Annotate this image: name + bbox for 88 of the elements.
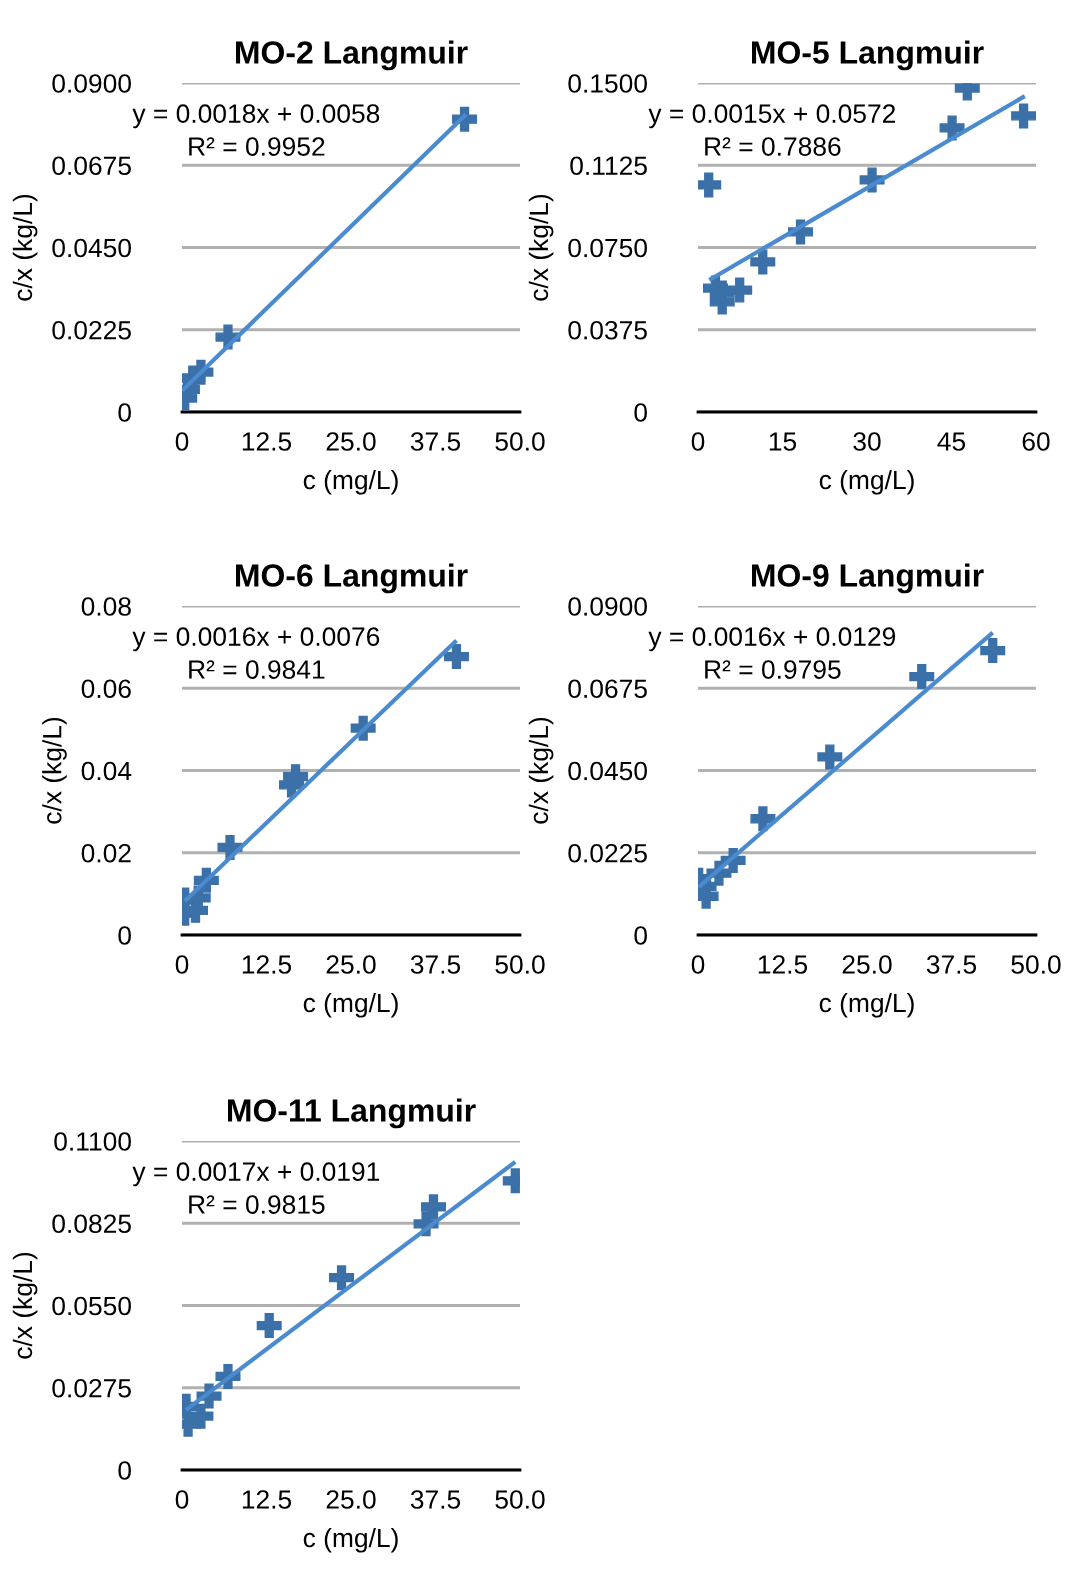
x-tick-label: 12.5 <box>758 955 808 974</box>
x-tick-label: 0 <box>691 955 705 974</box>
y-tick-label: 0.0375 <box>568 320 647 340</box>
y-axis-title: c/x (kg/L) <box>12 194 38 301</box>
y-axis-title: c/x (kg/L) <box>42 717 67 824</box>
point <box>283 764 309 790</box>
x-tick-label: 45 <box>937 432 966 451</box>
y-axis-title: c/x (kg/L) <box>12 1252 38 1359</box>
point <box>188 1403 214 1429</box>
annotation: y = 0.0016x + 0.0076 <box>132 627 380 652</box>
x-tick-label: 25.0 <box>326 955 376 974</box>
x-tick-label: 12.5 <box>242 432 292 451</box>
y-tick-label: 0.0675 <box>52 156 131 176</box>
chart-title: MO-11 Langmuir <box>228 1098 476 1129</box>
x-tick-label: 25.0 <box>326 1490 376 1509</box>
x-tick-label: 12.5 <box>242 955 292 974</box>
y-axis-title: c/x (kg/L) <box>528 717 554 824</box>
x-tick-label: 50.0 <box>495 432 545 451</box>
y-tick-label: 0 <box>118 926 131 945</box>
y-tick-label: 0.0825 <box>52 1214 131 1234</box>
y-tick-label: 0.0450 <box>52 238 131 258</box>
annotation: R² = 0.9795 <box>705 660 841 679</box>
y-tick-label: 0.0675 <box>568 679 647 699</box>
x-tick-label: 50.0 <box>1011 955 1061 974</box>
annotation: R² = 0.9841 <box>189 660 325 679</box>
y-axis-title: c/x (kg/L) <box>528 194 554 301</box>
x-tick-label: 30 <box>853 432 881 451</box>
y-tick-label: 0 <box>118 1461 131 1480</box>
point <box>980 638 1006 664</box>
y-tick-label: 0.0900 <box>52 74 131 93</box>
point <box>698 172 722 198</box>
chart-title: MO-5 Langmuir <box>752 40 984 71</box>
y-tick-label: 0.0750 <box>568 238 647 258</box>
x-tick-label: 0 <box>175 955 189 974</box>
annotation: y = 0.0016x + 0.0129 <box>648 627 896 652</box>
x-tick-label: 25.0 <box>842 955 892 974</box>
annotation: R² = 0.9815 <box>189 1195 325 1214</box>
x-tick-label: 15 <box>769 432 797 451</box>
y-tick-label: 0.0900 <box>568 597 647 616</box>
annotation: y = 0.0017x + 0.0191 <box>132 1162 380 1187</box>
point <box>727 277 753 303</box>
x-tick-label: 50.0 <box>495 1490 545 1509</box>
y-tick-label: 0.0275 <box>52 1378 131 1398</box>
point <box>817 744 843 770</box>
x-tick-label: 37.5 <box>410 955 461 974</box>
x-tick-label: 25.0 <box>326 432 376 451</box>
y-tick-label: 0.08 <box>81 597 131 616</box>
y-tick-label: 0.02 <box>81 843 131 863</box>
point <box>420 1194 446 1220</box>
point <box>256 1313 282 1339</box>
y-tick-label: 0.0450 <box>568 761 647 781</box>
y-tick-label: 0.04 <box>81 761 132 781</box>
y-tick-label: 0 <box>118 403 131 422</box>
y-tick-label: 0 <box>634 926 647 945</box>
annotation: R² = 0.7886 <box>705 137 841 156</box>
x-tick-label: 12.5 <box>242 1490 292 1509</box>
x-axis-title: c (mg/L) <box>819 469 914 495</box>
y-tick-label: 0.0550 <box>52 1296 131 1316</box>
annotation: y = 0.0015x + 0.0572 <box>648 104 896 129</box>
point <box>1011 103 1036 129</box>
y-tick-label: 0.1500 <box>568 74 647 93</box>
y-tick-label: 0.06 <box>81 679 131 699</box>
point <box>329 1265 355 1291</box>
point <box>909 664 935 690</box>
y-tick-label: 0.1125 <box>570 156 647 176</box>
y-tick-label: 0 <box>634 403 647 422</box>
y-tick-label: 0.1100 <box>54 1132 131 1151</box>
x-tick-label: 37.5 <box>926 955 977 974</box>
y-tick-label: 0.0225 <box>568 843 647 863</box>
x-tick-label: 37.5 <box>410 1490 461 1509</box>
annotation: y = 0.0018x + 0.0058 <box>132 104 380 129</box>
y-tick-label: 0.0225 <box>52 320 131 340</box>
x-axis-title: c (mg/L) <box>303 992 398 1018</box>
x-axis-title: c (mg/L) <box>303 469 398 495</box>
point <box>750 249 776 275</box>
chart-title: MO-6 Langmuir <box>236 563 468 594</box>
x-tick-label: 0 <box>175 1490 189 1509</box>
x-tick-label: 0 <box>175 432 189 451</box>
x-axis-title: c (mg/L) <box>303 1527 398 1553</box>
annotation: R² = 0.9952 <box>189 137 325 156</box>
x-tick-label: 50.0 <box>495 955 545 974</box>
x-tick-label: 0 <box>691 432 705 451</box>
point <box>443 644 469 670</box>
x-tick-label: 60 <box>1022 432 1050 451</box>
x-axis-title: c (mg/L) <box>819 992 914 1018</box>
x-tick-label: 37.5 <box>410 432 461 451</box>
chart-title: MO-9 Langmuir <box>752 563 984 594</box>
chart-title: MO-2 Langmuir <box>236 40 468 71</box>
